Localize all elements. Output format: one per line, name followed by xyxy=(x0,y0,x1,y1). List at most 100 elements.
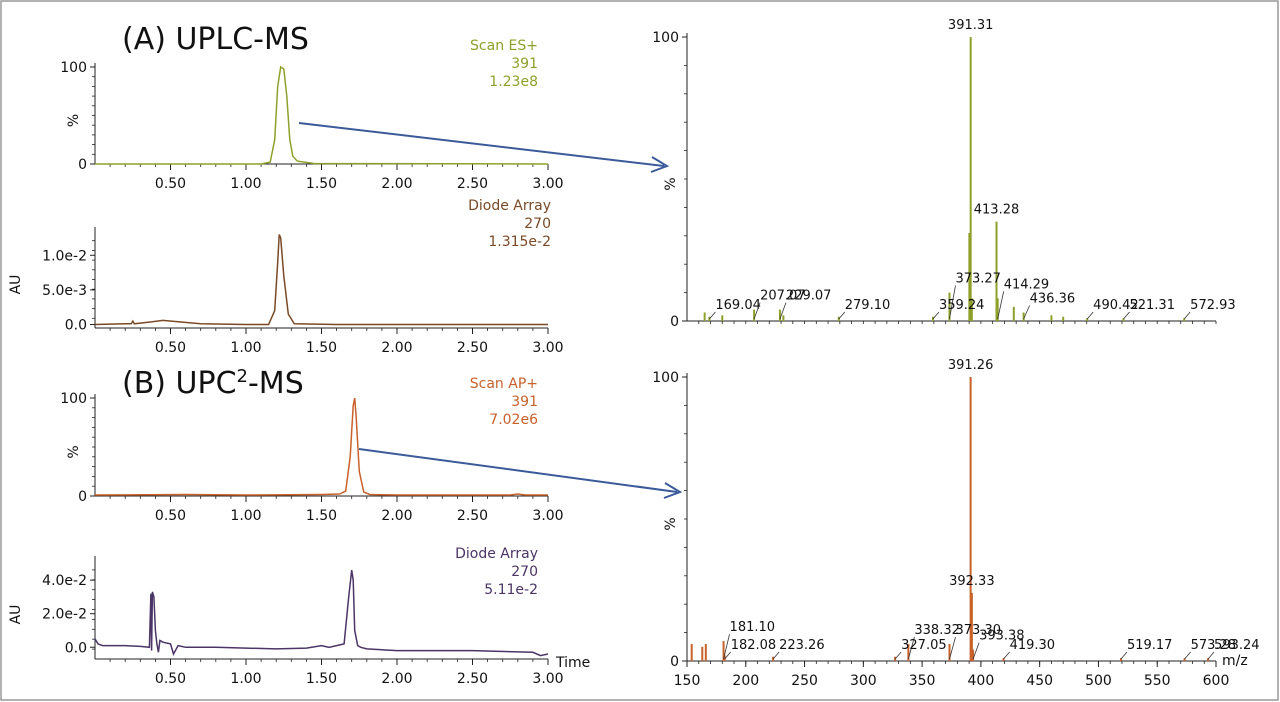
peak-label: 327.05 xyxy=(901,638,947,653)
time-axis-label: Time xyxy=(555,655,590,671)
x-tick-label: 350 xyxy=(909,673,936,689)
arrow-a xyxy=(298,122,670,173)
y-tick-label: 4.0e-2 xyxy=(42,573,87,589)
trace-label: Diode Array xyxy=(455,546,538,562)
y-tick-label: 0.0 xyxy=(65,318,87,334)
trace-label: 270 xyxy=(511,564,538,580)
x-tick-label: 1.50 xyxy=(306,340,337,356)
peak-label-leader xyxy=(838,311,846,320)
x-tick-label: 1.50 xyxy=(306,176,337,192)
x-tick-label: 1.00 xyxy=(230,508,261,524)
peak-label: 593.24 xyxy=(1214,638,1260,653)
y-tick-label: 0 xyxy=(670,314,679,330)
y-axis-label: % xyxy=(663,177,679,190)
arrow-a-head xyxy=(650,156,670,173)
peak-label: 392.33 xyxy=(949,574,995,589)
x-tick-label: 0.50 xyxy=(155,176,186,192)
peak-label: 436.36 xyxy=(1030,291,1076,306)
upc-ms-chromatogram: 0 100 0.50 1.00 1.50 2.00 2.50 3.00% Scan AP+ 391… xyxy=(60,376,563,524)
peak-label-leader xyxy=(1086,311,1094,320)
peak-label-leader xyxy=(723,634,730,660)
panel-b-title-prefix: (B) UPC xyxy=(122,366,237,401)
peak-label: 279.10 xyxy=(845,298,891,313)
y-tick-label: 5.0e-3 xyxy=(42,283,87,299)
peak-label-leader xyxy=(772,651,780,660)
upc-uv-chromatogram: 0.0 2.0e-2 4.0e-2 0.50 1.00 1.50 2.00 2.50 3.00 A… xyxy=(8,546,564,687)
y-tick-label: 100 xyxy=(60,391,87,407)
y-tick-label: 1.0e-2 xyxy=(42,248,87,264)
panel-b-title-sup: 2 xyxy=(237,366,248,387)
trace-label: 1.23e8 xyxy=(489,74,538,90)
x-tick-label: 250 xyxy=(791,673,818,689)
x-tick-label: 1.50 xyxy=(306,671,337,687)
trace-label: 391 xyxy=(511,56,538,72)
arrow-b-line xyxy=(358,448,678,493)
peak-label: 573.28 xyxy=(1191,638,1237,653)
peak-label: 223.26 xyxy=(779,638,825,653)
x-tick-label: 1.00 xyxy=(230,176,261,192)
peak-label: 229.07 xyxy=(786,289,832,304)
y-tick-label: 100 xyxy=(60,60,87,76)
x-tick-label: 0.50 xyxy=(155,508,186,524)
x-tick-label: 2.00 xyxy=(381,340,412,356)
trace-label: 391 xyxy=(511,394,538,410)
peak-label-leader xyxy=(894,651,902,660)
x-axis-label: m/z xyxy=(1222,653,1248,669)
peak-label: 338.32 xyxy=(914,623,960,638)
peak-label-leader xyxy=(949,636,956,660)
x-tick-label: 1.00 xyxy=(230,340,261,356)
peak-label: 519.17 xyxy=(1127,638,1173,653)
peak-label-leader xyxy=(949,285,956,320)
x-tick-label: 0.50 xyxy=(155,671,186,687)
y-tick-label: 0 xyxy=(78,157,87,173)
peak-label-leader xyxy=(709,311,716,320)
x-tick-label: 600 xyxy=(1203,673,1230,689)
trace-label: Scan ES+ xyxy=(470,38,538,54)
x-tick-label: 3.00 xyxy=(532,671,563,687)
y-axis-label: AU xyxy=(8,275,24,295)
x-tick-label: 450 xyxy=(1026,673,1053,689)
y-tick-label: 100 xyxy=(652,30,679,46)
peak-label-leader xyxy=(1120,651,1128,660)
y-tick-label: 0 xyxy=(78,489,87,505)
peak-label-leader xyxy=(1023,305,1030,320)
peak-label: 413.28 xyxy=(974,203,1020,218)
x-tick-label: 3.00 xyxy=(532,340,563,356)
x-tick-label: 500 xyxy=(1085,673,1112,689)
x-tick-label: 0.50 xyxy=(155,340,186,356)
x-tick-label: 150 xyxy=(674,673,701,689)
y-axis-label: % xyxy=(66,445,82,458)
arrow-b-head xyxy=(663,482,683,499)
x-tick-label: 3.00 xyxy=(532,508,563,524)
peak-label: 169.04 xyxy=(715,298,761,313)
peak-label-leader xyxy=(1003,651,1010,660)
peak-label-leader xyxy=(1184,651,1191,660)
peak-label-leader xyxy=(1183,311,1191,320)
peak-label: 419.30 xyxy=(1010,638,1056,653)
y-axis-label: % xyxy=(663,517,679,530)
trace-label: 5.11e-2 xyxy=(484,582,538,598)
x-tick-label: 1.50 xyxy=(306,508,337,524)
peak-label-leader xyxy=(1123,311,1130,320)
y-axis-label: % xyxy=(66,114,82,127)
peak-label: 414.29 xyxy=(1004,277,1049,292)
panel-b-title-suffix: -MS xyxy=(248,366,304,401)
peak-label: 181.10 xyxy=(730,620,776,635)
y-tick-label: 100 xyxy=(652,370,679,386)
trace-label: 1.315e-2 xyxy=(488,234,551,250)
y-tick-label: 2.0e-2 xyxy=(42,607,87,623)
trace-label: 7.02e6 xyxy=(489,412,538,428)
peak-label: 391.26 xyxy=(948,358,994,373)
peak-label: 572.93 xyxy=(1190,298,1236,313)
y-axis-label: AU xyxy=(8,605,24,625)
x-tick-label: 2.50 xyxy=(457,508,488,524)
x-tick-label: 3.00 xyxy=(532,176,563,192)
trace-line xyxy=(95,65,549,165)
trace-line xyxy=(94,234,548,326)
x-tick-label: 1.00 xyxy=(230,671,261,687)
x-tick-label: 200 xyxy=(732,673,759,689)
peak-label-leader xyxy=(1207,651,1215,660)
y-tick-label: 0 xyxy=(670,654,679,670)
x-tick-label: 300 xyxy=(850,673,877,689)
